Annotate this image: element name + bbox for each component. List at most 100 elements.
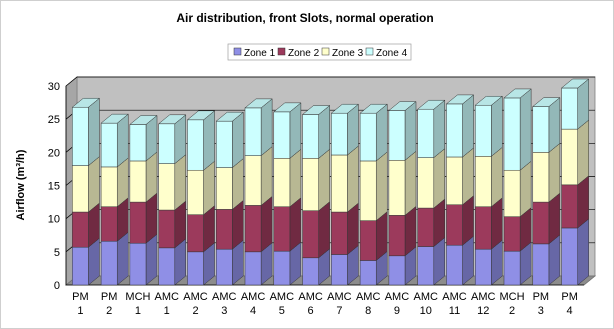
legend-swatch xyxy=(277,47,286,56)
bar-segment xyxy=(446,244,463,286)
bar-stack xyxy=(330,103,360,286)
x-tick-label: 1 xyxy=(135,305,141,317)
bar-segment xyxy=(158,209,176,249)
bar-stack xyxy=(215,111,245,286)
bar-top xyxy=(474,95,504,106)
x-tick-label: 4 xyxy=(250,305,256,317)
x-tick-label: 8 xyxy=(365,305,371,317)
bar-segment xyxy=(474,248,492,286)
bar-segment xyxy=(72,165,89,213)
x-tick-label: AMC xyxy=(442,291,467,303)
bar-segment xyxy=(215,209,233,250)
bar-segment xyxy=(273,111,291,159)
bar-segment xyxy=(532,152,550,203)
bar-segment-side xyxy=(88,97,100,167)
bar-segment-side xyxy=(318,201,330,259)
bar-segment xyxy=(158,123,176,164)
x-tick-label: AMC xyxy=(298,291,323,303)
bar-segment xyxy=(446,204,463,246)
bar-segment-side xyxy=(519,88,532,171)
bar-segment xyxy=(187,169,204,215)
x-tick-label: 2 xyxy=(106,305,112,317)
bar-segment xyxy=(561,128,578,186)
bar-stack xyxy=(503,88,532,286)
bar-segment xyxy=(215,248,233,286)
bar-segment xyxy=(417,157,435,209)
x-tick-label: AMC xyxy=(270,291,295,303)
x-tick-label: PM xyxy=(72,291,89,303)
x-tick-label: AMC xyxy=(183,291,208,303)
bar-stack xyxy=(474,95,504,286)
bar-segment xyxy=(72,211,89,248)
bar-stack xyxy=(100,113,129,286)
bar-segment xyxy=(187,119,204,171)
bar-segment-side xyxy=(347,145,359,213)
bar-stack xyxy=(359,103,388,286)
bar-segment-side xyxy=(260,146,273,206)
bar-segment xyxy=(331,254,348,286)
bar-segment-side xyxy=(577,119,589,186)
legend-swatch xyxy=(321,47,330,56)
bar-stack xyxy=(445,94,475,286)
x-tick-label: 11 xyxy=(449,305,460,317)
legend-label: Zone 4 xyxy=(376,48,408,59)
bar-segment-side xyxy=(404,101,417,161)
bar-segment xyxy=(244,251,262,286)
bar-segment xyxy=(302,210,319,259)
bar-segment xyxy=(244,107,262,156)
bar-segment xyxy=(331,112,348,156)
y-tick-label: 30 xyxy=(48,81,60,93)
bar-segment xyxy=(331,154,348,213)
bar-segment-side xyxy=(577,218,589,286)
legend: Zone 1 Zone 2 Zone 3 Zone 4 xyxy=(227,43,412,61)
x-tick-label: 7 xyxy=(336,305,342,317)
bar-segment-side xyxy=(433,99,446,159)
bar-top xyxy=(157,114,187,125)
x-tick-label: 10 xyxy=(420,305,432,317)
bar-segment xyxy=(503,169,521,217)
y-tick-label: 5 xyxy=(54,247,60,259)
bar-top xyxy=(129,115,158,125)
bar-segment xyxy=(158,247,176,286)
bar-segment xyxy=(215,120,233,168)
bar-segment-side xyxy=(203,110,215,171)
bar-segment xyxy=(100,240,118,286)
bar-segment-side xyxy=(491,146,503,208)
bar-segment-side xyxy=(462,147,474,206)
bar-segment xyxy=(474,156,492,207)
bar-segment-side xyxy=(519,160,532,218)
x-tick-label: PM xyxy=(561,291,578,303)
x-tick-label: AMC xyxy=(327,291,352,303)
bar-segment-side xyxy=(289,102,302,159)
bar-segment-side xyxy=(174,154,187,211)
bar-top xyxy=(532,97,561,107)
bar-segment xyxy=(388,160,406,216)
bar-segment xyxy=(129,160,147,203)
bar-segment-side xyxy=(548,97,561,153)
bar-segment xyxy=(561,87,578,130)
x-tick-label: AMC xyxy=(385,291,410,303)
bar-segment xyxy=(388,110,406,161)
bar-stack xyxy=(273,102,302,286)
x-tick-label: 3 xyxy=(221,305,227,317)
bar-segment xyxy=(359,260,377,286)
bar-segment xyxy=(100,122,118,168)
bar-segment-side xyxy=(289,148,302,208)
bar-segment xyxy=(388,215,406,257)
x-tick-label: 5 xyxy=(279,305,285,317)
bar-segment-side xyxy=(548,142,561,203)
legend-swatch xyxy=(365,47,374,56)
bar-segment xyxy=(503,216,521,252)
bar-segment xyxy=(474,206,492,250)
bar-top xyxy=(445,94,475,105)
bar-top xyxy=(273,102,302,113)
y-tick-label: 20 xyxy=(48,147,60,159)
bar-top xyxy=(215,111,245,122)
bar-segment xyxy=(100,206,118,242)
plot-area: 051015202530PM1PM2MCH1AMC1AMC2AMC3AMC4AM… xyxy=(48,76,597,317)
bar-segment xyxy=(417,246,435,286)
x-tick-label: AMC xyxy=(413,291,438,303)
x-tick-label: 1 xyxy=(164,305,170,317)
bar-stack xyxy=(129,114,158,286)
